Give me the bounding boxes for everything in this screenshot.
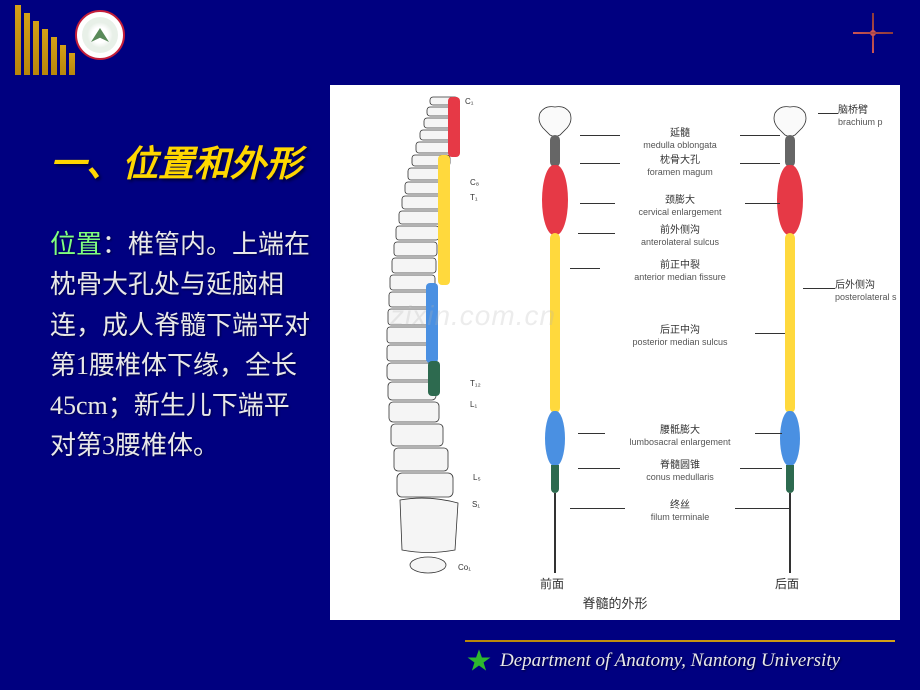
anno-conus: 脊髓圆锥conus medullaris (620, 460, 740, 483)
anno-lumbosacral: 腰骶膨大lumbosacral enlargement (605, 425, 755, 448)
compass-icon (850, 10, 895, 55)
star-icon (465, 647, 493, 675)
label-s1: S₁ (472, 500, 480, 509)
decoration-bars (15, 5, 75, 75)
anno-foramen: 枕骨大孔foramen magum (620, 155, 740, 178)
label-t12: T₁₂ (470, 379, 481, 388)
anno-filum: 终丝filum terminale (625, 500, 735, 523)
diagram-caption: 脊髓的外形 (330, 593, 900, 612)
col-label-back: 后面 (775, 575, 799, 592)
anno-anterolateral: 前外侧沟anterolateral sulcus (615, 225, 745, 248)
label-t1: T₁ (470, 193, 478, 202)
footer-line (465, 640, 895, 642)
highlight-term: 位置 (50, 230, 102, 259)
spine-vertebrae-column: C₁ C₈ T₁ T₁₂ L₁ L₅ S₁ Co₁ (350, 95, 490, 595)
footer-text: Department of Anatomy, Nantong Universit… (500, 650, 840, 672)
label-co1: Co₁ (458, 563, 471, 572)
anno-posterior-sulcus: 后正中沟posterior median sulcus (605, 325, 755, 348)
anno-medulla: 延髓medulla oblongata (620, 128, 740, 151)
spinal-cord-diagram: C₁ C₈ T₁ T₁₂ L₁ L₅ S₁ Co₁ (330, 85, 900, 620)
anno-posterolateral: 后外侧沟posterolateral s (835, 280, 897, 303)
university-logo (75, 10, 125, 60)
label-l5: L₅ (473, 473, 481, 482)
body-content: ：椎管内。上端在枕骨大孔处与延脑相连，成人脊髓下端平对第1腰椎体下缘，全长45c… (50, 230, 310, 460)
anno-median-fissure: 前正中裂anterior median fissure (600, 260, 760, 283)
body-paragraph: 位置：椎管内。上端在枕骨大孔处与延脑相连，成人脊髓下端平对第1腰椎体下缘，全长4… (50, 225, 315, 467)
anno-cervical: 颈膨大cervical enlargement (615, 195, 745, 218)
label-c1: C₁ (465, 97, 473, 106)
label-c8: C₈ (470, 178, 479, 187)
anno-brachium: 脑桥臂brachium p (838, 105, 883, 128)
col-label-front: 前面 (540, 575, 564, 592)
label-l1: L₁ (470, 400, 477, 409)
slide-title: 一、位置和外形 (50, 135, 302, 187)
